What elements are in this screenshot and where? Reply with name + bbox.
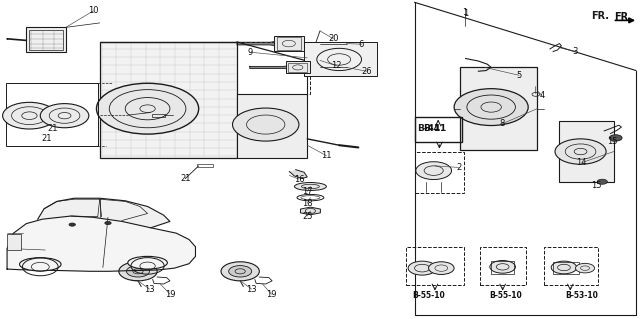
Text: 18: 18 [302,199,312,208]
Bar [7,234,21,250]
Text: 19: 19 [164,290,175,299]
Bar [237,94,307,158]
Bar [304,42,378,76]
Circle shape [232,108,299,141]
Bar [274,36,304,51]
Text: B-55-10: B-55-10 [489,291,522,300]
Text: 12: 12 [332,61,342,70]
Polygon shape [237,41,276,46]
Text: 4: 4 [540,92,545,100]
Text: FR.: FR. [614,11,632,22]
Text: 8: 8 [499,119,505,129]
Polygon shape [289,170,307,179]
Text: 5: 5 [516,71,522,80]
Text: 21: 21 [180,174,191,183]
Polygon shape [38,198,170,228]
Text: B-55-10: B-55-10 [412,291,445,300]
Text: 2: 2 [456,163,461,172]
Bar [406,247,464,285]
Ellipse shape [20,258,61,271]
Bar [197,164,213,167]
Bar [543,247,598,285]
Circle shape [555,139,606,164]
Text: 19: 19 [266,290,276,299]
Bar [415,152,465,193]
Ellipse shape [128,256,168,269]
Circle shape [408,261,436,275]
Polygon shape [300,207,321,215]
Text: 16: 16 [294,175,304,184]
Bar [461,67,537,150]
Text: B-41: B-41 [417,124,440,133]
Circle shape [490,261,515,273]
Text: 10: 10 [88,6,99,15]
Circle shape [105,221,111,225]
Text: 21: 21 [42,134,52,143]
Text: 6: 6 [359,40,364,49]
Ellipse shape [294,182,326,190]
Circle shape [551,261,577,274]
Text: 13: 13 [246,285,257,293]
Bar [276,37,301,50]
Circle shape [40,104,89,128]
Bar [237,42,310,94]
Text: 9: 9 [247,48,252,57]
Bar [553,263,579,274]
Bar [285,61,310,73]
Text: 20: 20 [328,34,339,43]
Circle shape [609,135,622,141]
Text: B-41: B-41 [423,124,447,133]
Circle shape [416,162,452,180]
Bar [26,27,66,52]
Text: FR.: FR. [591,11,609,21]
Text: 3: 3 [573,47,578,56]
Text: 14: 14 [577,158,587,167]
Circle shape [429,262,454,274]
Polygon shape [7,216,195,271]
Text: 15: 15 [591,181,601,190]
Polygon shape [250,66,288,69]
Bar [100,42,237,158]
Text: 11: 11 [321,151,332,160]
Circle shape [3,102,56,129]
Circle shape [597,179,607,184]
Text: 13: 13 [144,285,155,293]
Text: 17: 17 [302,187,312,196]
Text: 15: 15 [607,137,618,145]
Bar [29,30,63,50]
Text: 1: 1 [462,8,468,17]
Circle shape [454,89,528,125]
Circle shape [97,83,198,134]
Circle shape [228,266,252,277]
Bar [415,117,463,142]
Bar [479,247,525,285]
Bar [559,122,614,182]
Text: 25: 25 [302,211,312,220]
Circle shape [575,263,595,273]
Bar [152,114,165,117]
Bar [6,83,99,146]
Circle shape [127,266,150,277]
Circle shape [69,223,76,226]
Bar [288,63,307,72]
Bar [491,261,514,274]
Text: 26: 26 [362,67,372,76]
Text: 1: 1 [463,9,468,18]
Text: B-53-10: B-53-10 [565,291,598,300]
Circle shape [119,262,157,281]
Circle shape [221,262,259,281]
Text: 21: 21 [48,124,58,133]
